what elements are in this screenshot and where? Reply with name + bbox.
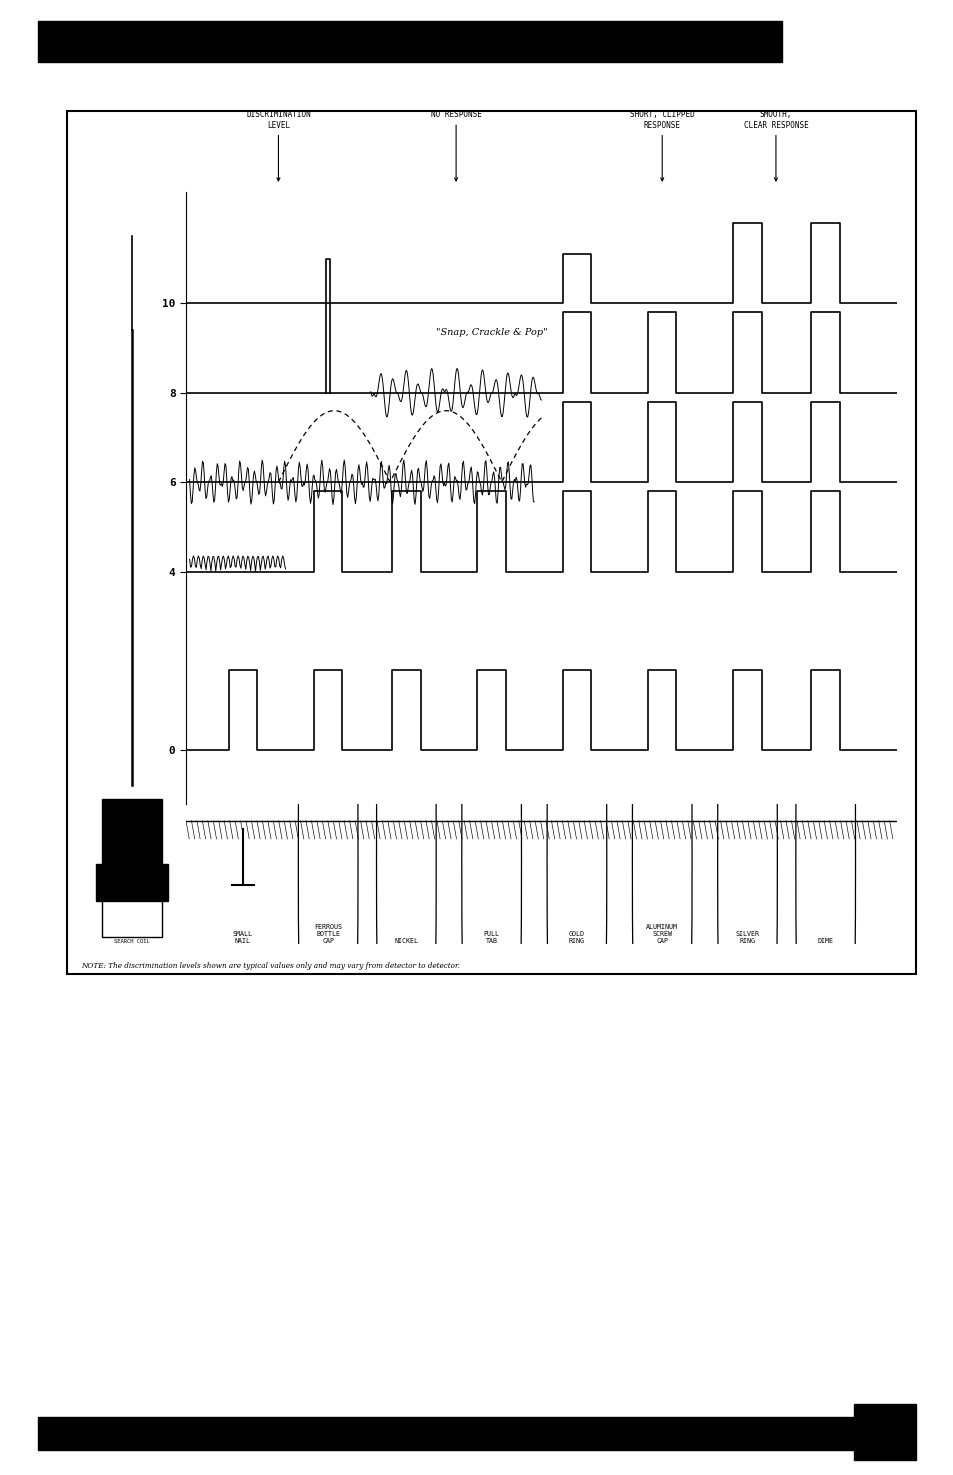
Text: SEARCH COIL: SEARCH COIL	[114, 940, 150, 944]
Bar	[853, 1404, 915, 1460]
Text: SMALL
NAIL: SMALL NAIL	[233, 931, 253, 944]
Text: FERROUS
BOTTLE
CAP: FERROUS BOTTLE CAP	[314, 923, 342, 944]
Bar	[67, 111, 915, 974]
Bar	[102, 799, 161, 872]
Text: DISCRIMINATION
LEVEL: DISCRIMINATION LEVEL	[246, 111, 311, 181]
Text: SHORT, CLIPPED
RESPONSE: SHORT, CLIPPED RESPONSE	[629, 111, 694, 181]
Text: NICKEL: NICKEL	[394, 938, 418, 944]
Bar	[95, 864, 168, 901]
Bar	[102, 894, 161, 937]
Text: ALUMINUM
SCREW
CAP: ALUMINUM SCREW CAP	[645, 923, 678, 944]
Text: NO RESPONSE: NO RESPONSE	[430, 111, 481, 181]
Text: DIME: DIME	[817, 938, 833, 944]
Text: SMOOTH,
CLEAR RESPONSE: SMOOTH, CLEAR RESPONSE	[742, 111, 807, 181]
Bar	[38, 1417, 872, 1450]
Bar	[38, 21, 781, 62]
Text: GOLD
RING: GOLD RING	[568, 931, 584, 944]
Text: NOTE: The discrimination levels shown are typical values only and may vary from : NOTE: The discrimination levels shown ar…	[81, 962, 459, 969]
Text: SILVER
RING: SILVER RING	[735, 931, 759, 944]
Text: PULL
TAB: PULL TAB	[483, 931, 499, 944]
Text: "Snap, Crackle & Pop": "Snap, Crackle & Pop"	[436, 327, 547, 336]
